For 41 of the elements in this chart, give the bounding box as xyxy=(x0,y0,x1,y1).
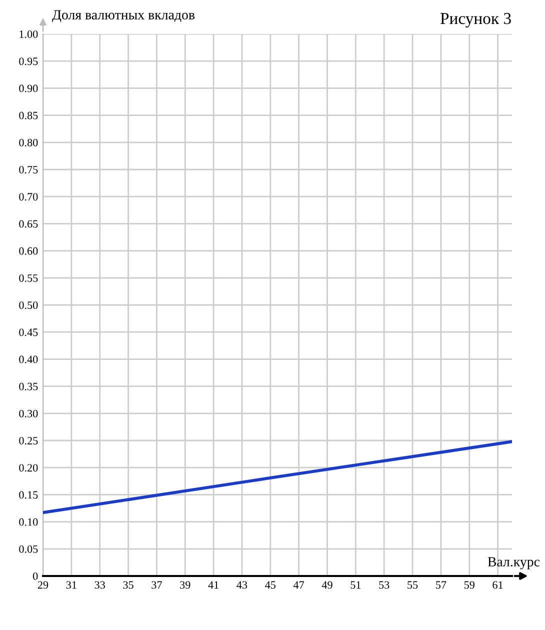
x-tick-label: 35 xyxy=(123,581,134,589)
x-tick-label: 49 xyxy=(322,581,332,589)
y-tick-label: 0.80 xyxy=(19,138,38,146)
y-tick-label: 0.85 xyxy=(19,112,38,120)
x-tick-label: 59 xyxy=(464,581,474,589)
x-tick-label: 37 xyxy=(152,581,162,589)
y-tick-label: 0.40 xyxy=(19,356,38,364)
y-tick-label: 0.05 xyxy=(19,545,38,553)
x-tick-label: 39 xyxy=(180,581,190,589)
x-tick-label: 43 xyxy=(236,581,248,589)
y-tick-label: 0.95 xyxy=(19,58,38,66)
y-tick-label: 0.55 xyxy=(19,274,38,282)
y-tick-label: 0.25 xyxy=(19,436,38,445)
y-tick-label: 0.10 xyxy=(19,518,38,526)
y-tick-label: 0.35 xyxy=(19,382,38,390)
y-tick-label: 0.45 xyxy=(19,328,38,336)
x-tick-label: 47 xyxy=(293,581,304,589)
y-tick-label: 0.65 xyxy=(19,220,38,228)
x-tick-label: 57 xyxy=(436,581,446,589)
x-tick-label: 29 xyxy=(38,581,48,589)
y-tick-label: 0.90 xyxy=(19,84,38,92)
x-tick-label: 41 xyxy=(208,581,218,589)
y-tick-label: 0.50 xyxy=(19,301,38,310)
x-tick-label: 55 xyxy=(408,581,418,589)
x-tick-label: 53 xyxy=(379,581,390,589)
y-tick-label: 0.20 xyxy=(19,464,38,472)
x-tick-label: 31 xyxy=(66,581,76,589)
x-tick-label: 33 xyxy=(94,581,105,589)
y-tick-label: 0 xyxy=(33,572,38,580)
chart-title: Рисунок 3 xyxy=(440,12,511,28)
x-tick-label: 51 xyxy=(350,581,361,589)
y-tick-label: 0.70 xyxy=(19,193,38,201)
y-tick-label: 1.00 xyxy=(20,30,38,38)
x-axis-title: Вал.курс xyxy=(488,557,540,570)
y-tick-label: 0.60 xyxy=(19,247,38,255)
y-tick-label: 0.75 xyxy=(19,166,38,174)
y-axis-title: Доля валютных вкладов xyxy=(52,10,195,22)
y-tick-label: 0.15 xyxy=(19,491,38,499)
x-tick-label: 61 xyxy=(492,581,503,589)
x-tick-label: 45 xyxy=(265,581,276,589)
y-tick-label: 0.30 xyxy=(19,410,38,418)
